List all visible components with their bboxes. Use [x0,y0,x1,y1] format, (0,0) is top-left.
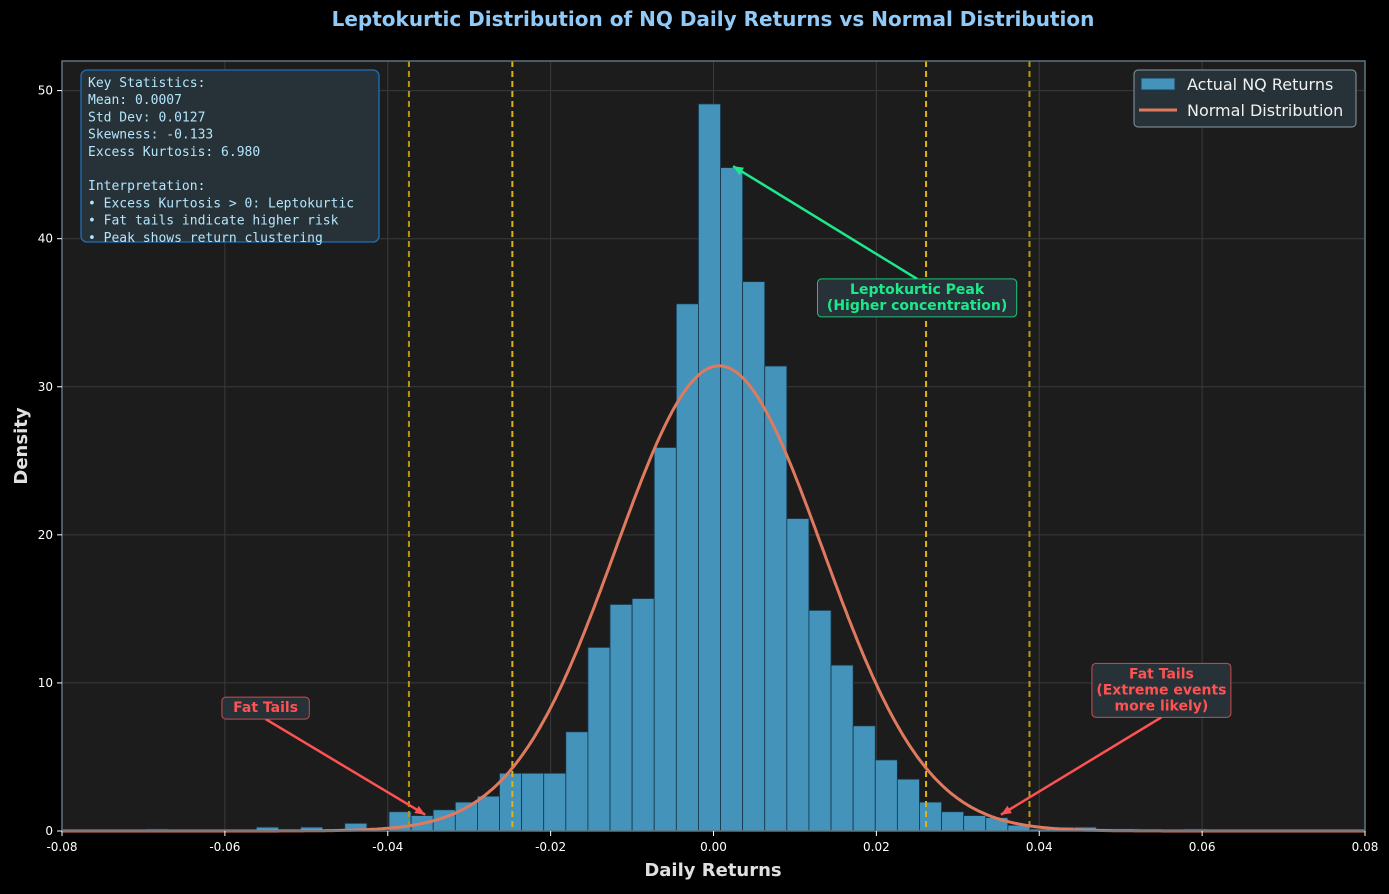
y-tick-label: 0 [45,824,53,838]
y-tick-label: 30 [38,380,53,394]
x-tick-label: -0.06 [209,840,240,854]
histogram-bar [852,725,876,832]
histogram-bar [521,772,545,832]
statistics-line: Std Dev: 0.0127 [88,110,205,125]
statistics-line: Key Statistics: [88,76,205,91]
annotation-text: (Higher concentration) [827,298,1007,314]
x-tick-label: -0.08 [46,840,77,854]
histogram-bar [919,801,942,832]
histogram-bar [653,447,677,832]
annotation-text: Leptokurtic Peak [850,282,985,298]
histogram-bar [874,759,898,832]
histogram-bar [764,365,788,832]
histogram-bar [720,167,744,832]
legend-label-histogram: Actual NQ Returns [1187,75,1333,94]
histogram-bar [565,731,589,832]
histogram-bar [786,518,810,832]
arrow-head-icon [414,805,426,815]
x-tick-label: 0.00 [700,840,727,854]
annotation-text: (Extreme events [1096,682,1226,698]
annotation-box [1091,662,1232,718]
histogram-bar [631,598,655,832]
histogram-bar [698,103,721,832]
annotation-box [816,278,1018,318]
annotation-box [221,696,310,720]
arrow-head-icon [733,166,744,176]
y-tick-label: 10 [38,676,53,690]
annotation-text: Fat Tails [1129,666,1194,682]
legend-label-normal: Normal Distribution [1187,101,1343,120]
y-axis-label: Density [11,407,32,484]
statistics-line: Interpretation: [88,179,205,194]
annotation-arrow [264,718,426,816]
arrow-head-icon [1000,805,1012,815]
statistics-line: • Peak shows return clustering [88,231,323,246]
histogram-bar [941,811,965,832]
histogram-bar [587,646,611,832]
x-axis-label: Daily Returns [644,860,781,881]
annotation: Fat Tails [221,696,426,816]
x-tick-label: 0.04 [1026,840,1053,854]
y-tick-label: 50 [38,84,53,98]
y-tick-label: 20 [38,528,53,542]
annotation-arrow [1000,716,1163,816]
statistics-box: Key Statistics: Mean: 0.0007 Std Dev: 0.01… [80,69,380,246]
x-tick-label: -0.04 [372,840,403,854]
histogram-bar [742,281,766,832]
legend-swatch-histogram [1140,77,1176,91]
statistics-line: Excess Kurtosis: 6.980 [88,145,260,160]
histogram-bar [830,664,854,832]
statistics-line: Mean: 0.0007 [88,93,182,108]
legend: Actual NQ Returns Normal Distribution [1133,69,1357,128]
annotation-text: Fat Tails [233,700,298,716]
statistics-line: Skewness: -0.133 [88,128,213,143]
histogram-bar [609,604,633,832]
histogram-bar [499,772,523,832]
histogram-bar [543,772,567,832]
histogram-bar [477,795,500,832]
annotation: Leptokurtic Peak(Higher concentration) [732,165,1018,318]
x-tick-label: -0.02 [535,840,566,854]
annotation-arrow [732,165,918,280]
x-tick-label: 0.08 [1352,840,1379,854]
histogram-bar [808,609,832,832]
statistics-line: • Fat tails indicate higher risk [88,214,339,229]
statistics-line: • Excess Kurtosis > 0: Leptokurtic [88,196,354,211]
histogram-bar [896,778,920,832]
histogram-bar [963,815,987,832]
x-tick-label: 0.02 [863,840,890,854]
annotation-text: more likely) [1114,698,1208,714]
chart-title: Leptokurtic Distribution of NQ Daily Ret… [332,7,1095,31]
x-tick-label: 0.06 [1189,840,1216,854]
histogram-bar [675,303,699,832]
y-tick-label: 40 [38,232,53,246]
